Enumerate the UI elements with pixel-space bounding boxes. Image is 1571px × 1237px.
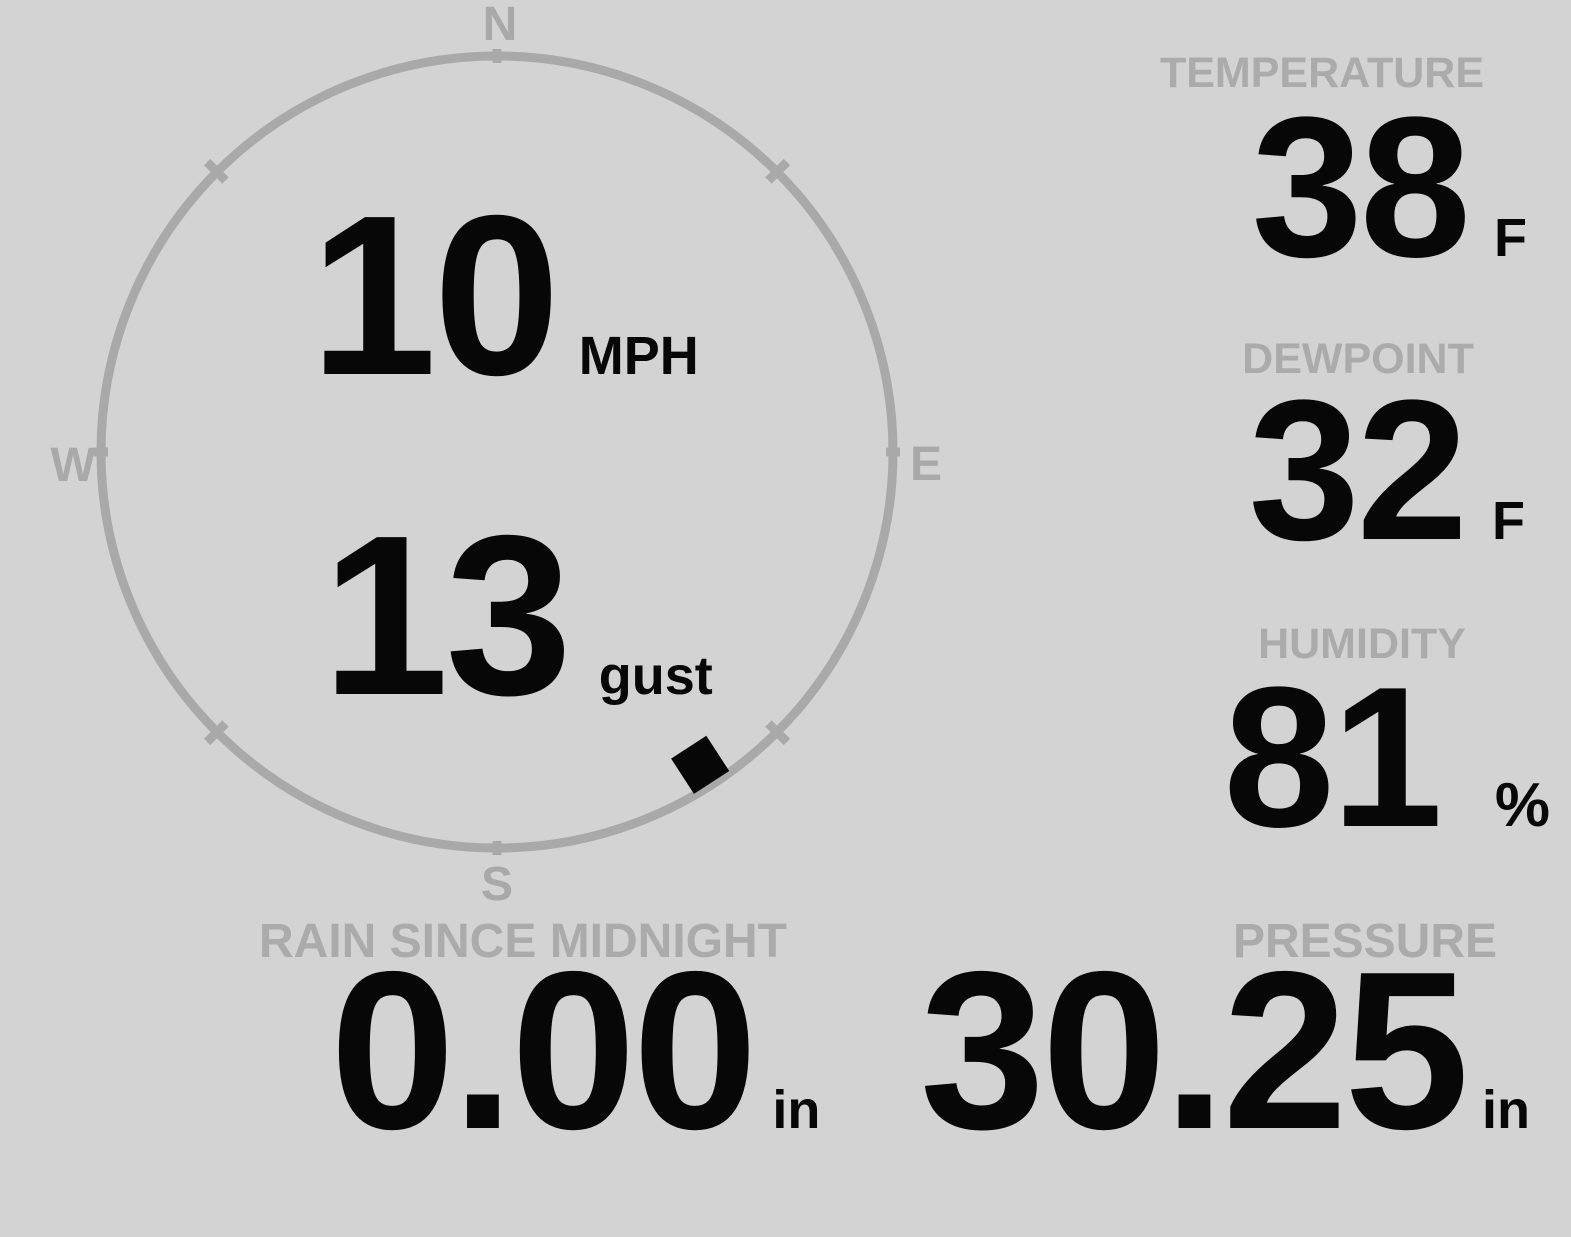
compass-label-west: W [50,439,96,492]
pressure-label: PRESSURE [1232,915,1498,968]
compass-tick-nw [203,158,229,184]
wind-gust: 13 gust [322,502,713,730]
temperature-value: 38 [1251,76,1471,299]
wind-direction-square-icon [671,735,730,794]
pressure-unit: in [1482,1080,1530,1140]
temperature-label: TEMPERATURE [1159,49,1485,97]
compass-label-north: N [483,0,518,51]
wind-compass: N E S W [50,0,942,911]
pressure-reading: 30.25 in [920,938,1530,1163]
humidity-label: HUMIDITY [1258,620,1466,668]
rain-label: RAIN SINCE MIDNIGHT [259,915,787,968]
wind-direction-marker [671,735,730,794]
dewpoint-label: DEWPOINT [1242,335,1474,383]
dewpoint-unit: F [1492,491,1525,551]
compass-label-east: E [910,438,942,491]
wind-speed: 10 MPH [310,182,699,410]
temperature-unit: F [1494,208,1527,268]
pressure-value: 30.25 [919,924,1470,1176]
humidity-value: 81 [1223,646,1442,869]
compass-tick-ne [765,158,791,184]
humidity-unit: % [1494,771,1550,840]
rain-unit: in [772,1080,821,1140]
wind-speed-value: 10 [310,169,560,423]
dewpoint-value: 32 [1248,359,1468,582]
wind-gust-unit: gust [598,646,713,706]
temperature-reading: 38 F [1252,88,1527,288]
rain-reading: 0.00 in [330,938,820,1163]
wind-gust-value: 13 [322,489,572,743]
dewpoint-reading: 32 F [1249,371,1525,571]
compass-tick-se [765,720,791,746]
humidity-reading: 81 % [1223,658,1550,858]
rain-value: 0.00 [330,924,758,1176]
compass-label-south: S [481,858,513,911]
wind-speed-unit: MPH [578,326,699,386]
compass-tick-sw [203,720,229,746]
